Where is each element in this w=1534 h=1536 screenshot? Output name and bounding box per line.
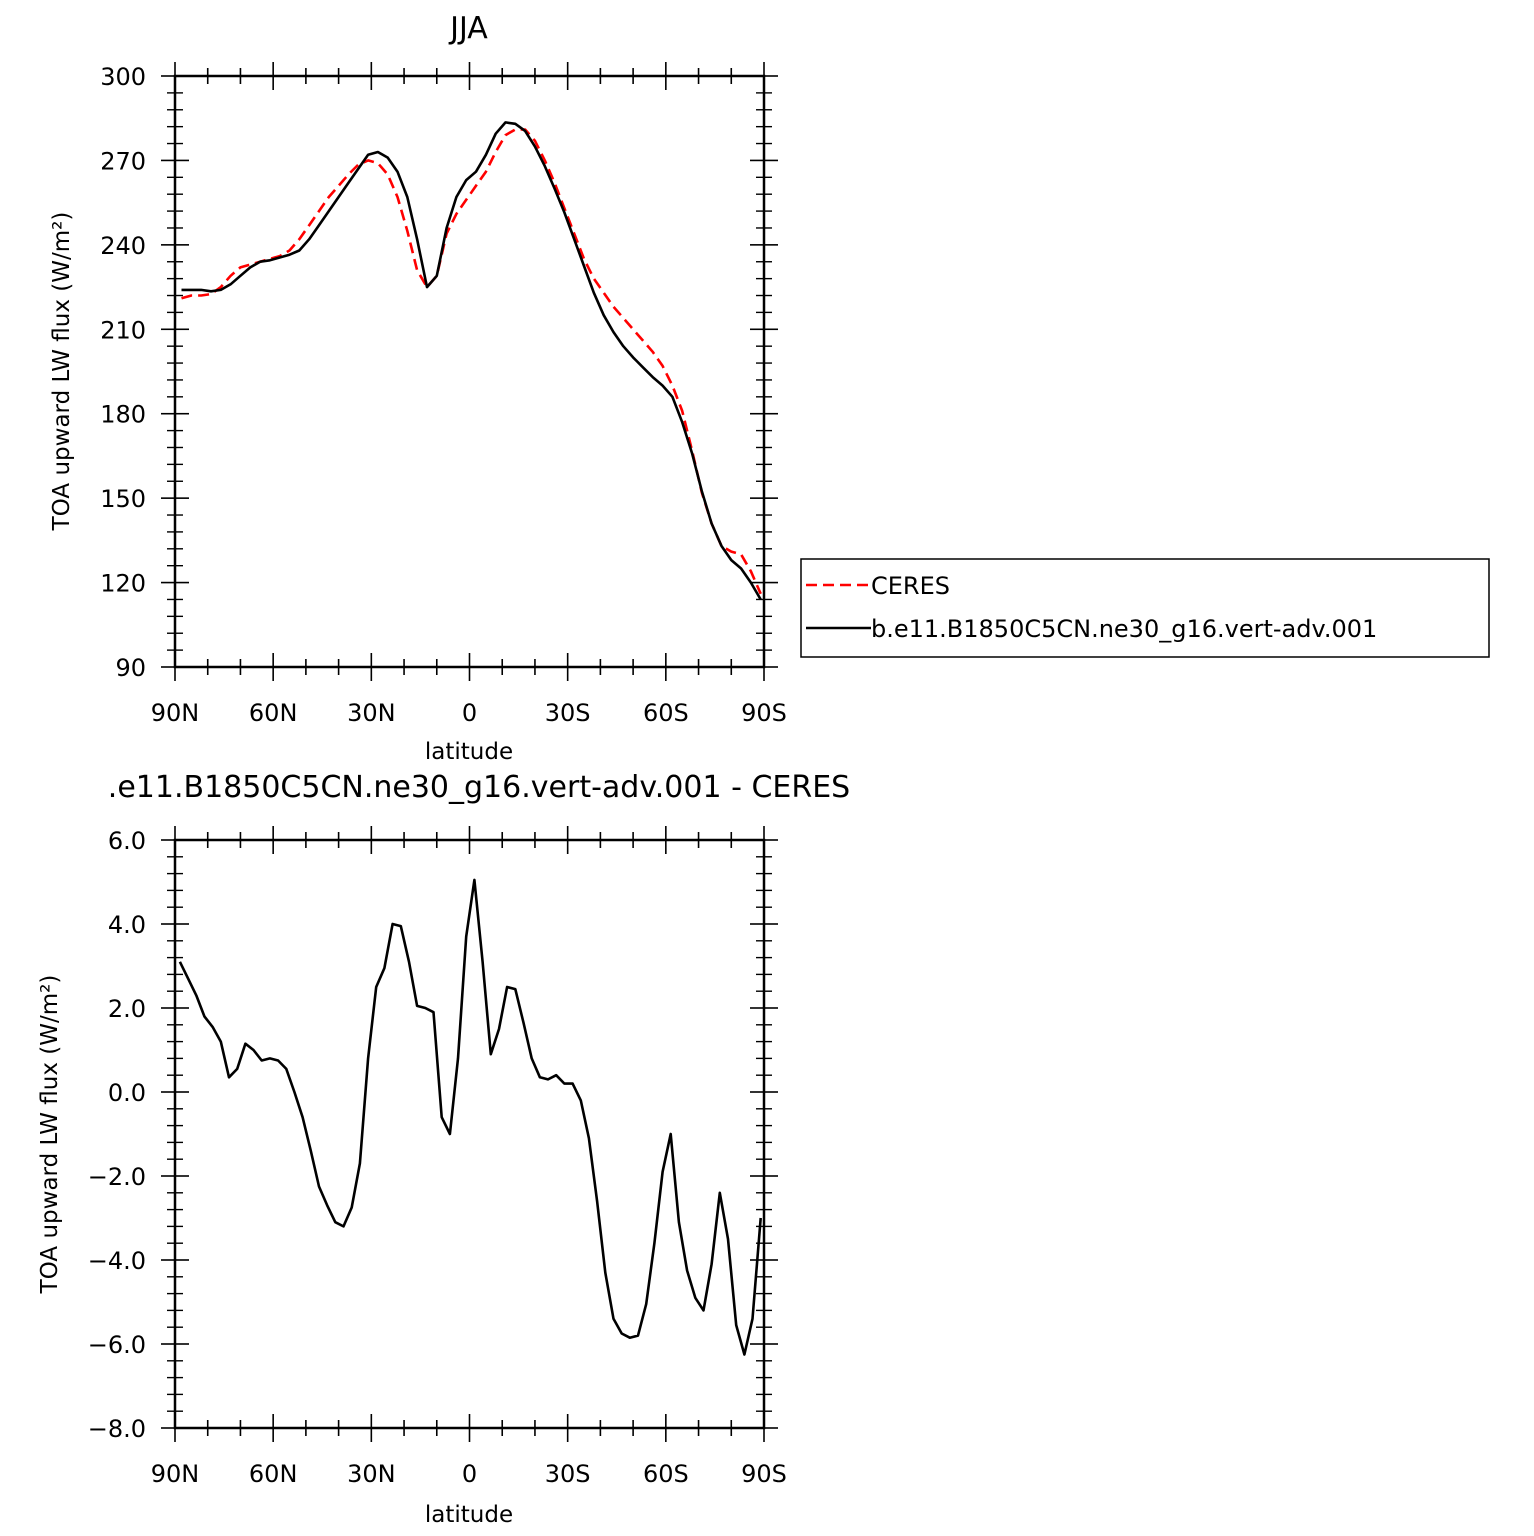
bottom-x-tick-label: 90S — [741, 1460, 787, 1488]
bottom-axes-ticks — [161, 826, 778, 1442]
bottom-plot-frame — [173, 838, 766, 1430]
top-x-tick-label: 90S — [741, 699, 787, 727]
bottom-y-tick-label: −6.0 — [88, 1331, 146, 1359]
legend-model-label: b.e11.B1850C5CN.ne30_g16.vert-adv.001 — [871, 615, 1377, 643]
top-y-tick-label: 300 — [100, 63, 146, 91]
bottom-y-tick-label: −2.0 — [88, 1163, 146, 1191]
top-y-tick-label: 240 — [100, 232, 146, 260]
top-y-tick-label: 180 — [100, 401, 146, 429]
bottom-y-tick-label: 4.0 — [108, 911, 146, 939]
top-series-lines — [181, 121, 762, 601]
bottom-series-lines — [178, 878, 762, 1356]
top-x-tick-label: 60N — [249, 699, 298, 727]
top-x-tick-label: 60S — [643, 699, 689, 727]
top-y-axis-label: TOA upward LW flux (W/m²) — [49, 212, 75, 532]
top-y-tick-label: 120 — [100, 570, 146, 598]
bottom-series-line-1 — [178, 878, 762, 1356]
top-y-tick-label: 90 — [115, 654, 146, 682]
bottom-x-tick-label: 90N — [151, 1460, 200, 1488]
legend: CERES b.e11.B1850C5CN.ne30_g16.vert-adv.… — [800, 558, 1490, 658]
top-series-line-1 — [181, 128, 762, 595]
top-series-line-2 — [181, 121, 762, 601]
bottom-y-tick-label: −4.0 — [88, 1247, 146, 1275]
top-x-tick-label: 30S — [545, 699, 591, 727]
bottom-x-tick-label: 0 — [462, 1460, 477, 1488]
legend-ceres-label: CERES — [871, 572, 950, 600]
top-y-tick-label: 210 — [100, 316, 146, 344]
bottom-x-axis-label: latitude — [425, 1502, 513, 1528]
bottom-y-axis-label: TOA upward LW flux (W/m²) — [37, 975, 63, 1295]
top-plot-frame — [173, 74, 766, 669]
bottom-x-tick-label: 30S — [545, 1460, 591, 1488]
bottom-x-tick-label: 30N — [347, 1460, 396, 1488]
top-x-tick-label: 90N — [151, 699, 200, 727]
top-x-tick-label: 0 — [462, 699, 477, 727]
top-panel: JJA 90N 60N 30N 0 30S 60S 90S 90 120 150 180 210 240… — [49, 11, 787, 765]
top-tick-labels: 90N 60N 30N 0 30S 60S 90S 90 120 150 180 210 240 270 3… — [100, 63, 787, 727]
bottom-panel: .e11.B1850C5CN.ne30_g16.vert-adv.001 - C… — [37, 770, 850, 1528]
bottom-y-tick-label: −8.0 — [88, 1415, 146, 1443]
bottom-y-tick-label: 2.0 — [108, 995, 146, 1023]
top-y-tick-label: 150 — [100, 485, 146, 513]
top-x-tick-label: 30N — [347, 699, 396, 727]
bottom-tick-labels: 90N 60N 30N 0 30S 60S 90S −8.0 −6.0 −4.0 −2.0 0.0 2.… — [88, 827, 787, 1488]
top-x-axis-label: latitude — [425, 739, 513, 765]
legend-box — [800, 558, 1490, 658]
bottom-x-tick-label: 60N — [249, 1460, 298, 1488]
bottom-y-tick-label: 6.0 — [108, 827, 146, 855]
bottom-chart-title: .e11.B1850C5CN.ne30_g16.vert-adv.001 - C… — [108, 770, 850, 805]
bottom-x-tick-label: 60S — [643, 1460, 689, 1488]
top-y-tick-label: 270 — [100, 147, 146, 175]
bottom-y-tick-label: 0.0 — [108, 1079, 146, 1107]
top-axes-ticks — [161, 62, 778, 681]
top-chart-title: JJA — [448, 11, 488, 46]
